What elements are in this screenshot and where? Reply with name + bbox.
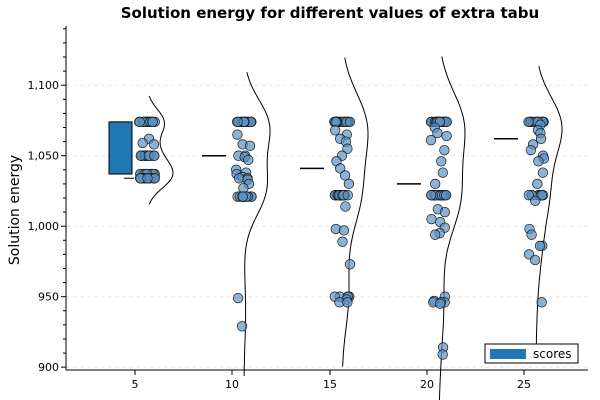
data-point (330, 125, 341, 136)
data-point (243, 154, 254, 166)
data-point (536, 190, 547, 201)
data-point (342, 190, 353, 201)
axes: 900 950 1,000 1,050 1,100 5 10 15 20 25 (28, 26, 588, 391)
data-point (337, 236, 348, 247)
data-point (535, 133, 547, 144)
x-tick-label: 5 (132, 378, 139, 391)
data-point (149, 150, 160, 161)
data-point (426, 213, 437, 225)
data-point (425, 135, 437, 146)
data-point (232, 116, 243, 128)
density-curve (342, 57, 369, 367)
data-point (340, 201, 351, 212)
legend-swatch (490, 349, 526, 359)
data-point (534, 240, 546, 252)
data-point (439, 144, 450, 156)
x-tick-label: 20 (420, 378, 434, 391)
data-point (342, 297, 353, 308)
data-point (523, 116, 534, 128)
data-point (147, 116, 158, 128)
data-point (339, 170, 351, 181)
data-point (437, 349, 448, 360)
data-point (439, 206, 451, 218)
data-point (232, 129, 243, 140)
box (108, 121, 133, 175)
x-tick-label: 10 (225, 378, 239, 391)
legend: scores (484, 343, 579, 364)
x-tick-label: 15 (323, 378, 337, 391)
data-point (344, 116, 356, 128)
data-point (529, 254, 541, 266)
data-point (434, 298, 446, 309)
y-tick-label: 950 (38, 291, 59, 304)
data-point (440, 190, 452, 201)
data-point (432, 127, 443, 139)
density-curve (535, 65, 563, 359)
data-point (437, 167, 448, 178)
data-point (523, 190, 534, 201)
y-tick-label: 1,050 (28, 150, 60, 163)
data-point (142, 173, 153, 184)
data-point (436, 156, 447, 167)
data-point (536, 297, 547, 308)
data-point (244, 140, 256, 151)
data-point (530, 195, 541, 206)
density-curve (148, 95, 174, 205)
data-point (137, 137, 148, 149)
x-tick-label: 25 (517, 378, 531, 391)
data-point (537, 167, 549, 178)
data-point (148, 139, 160, 150)
y-tick-label: 900 (38, 361, 59, 374)
data-point (232, 292, 244, 304)
data-point (426, 190, 437, 201)
y-tick-label: 1,100 (28, 79, 60, 92)
data-point (430, 178, 441, 190)
grid (66, 84, 588, 368)
data-point (343, 178, 355, 190)
data-point (430, 229, 441, 240)
data-point (237, 191, 249, 202)
data-point (533, 156, 544, 167)
data-point (525, 144, 536, 156)
data-point (335, 163, 346, 174)
data-point (441, 130, 452, 142)
legend-label: scores (533, 347, 572, 361)
y-axis-label: Solution energy (7, 155, 23, 265)
data-point (532, 178, 543, 190)
data-point (134, 116, 145, 128)
data-point (344, 259, 356, 270)
data-point (338, 225, 350, 236)
y-tick-label: 1,000 (28, 220, 60, 233)
plot-area (108, 56, 563, 400)
data-point (236, 321, 248, 332)
chart-title: Solution energy for different values of … (121, 4, 539, 22)
data-point (342, 143, 353, 154)
data-point (526, 229, 537, 240)
